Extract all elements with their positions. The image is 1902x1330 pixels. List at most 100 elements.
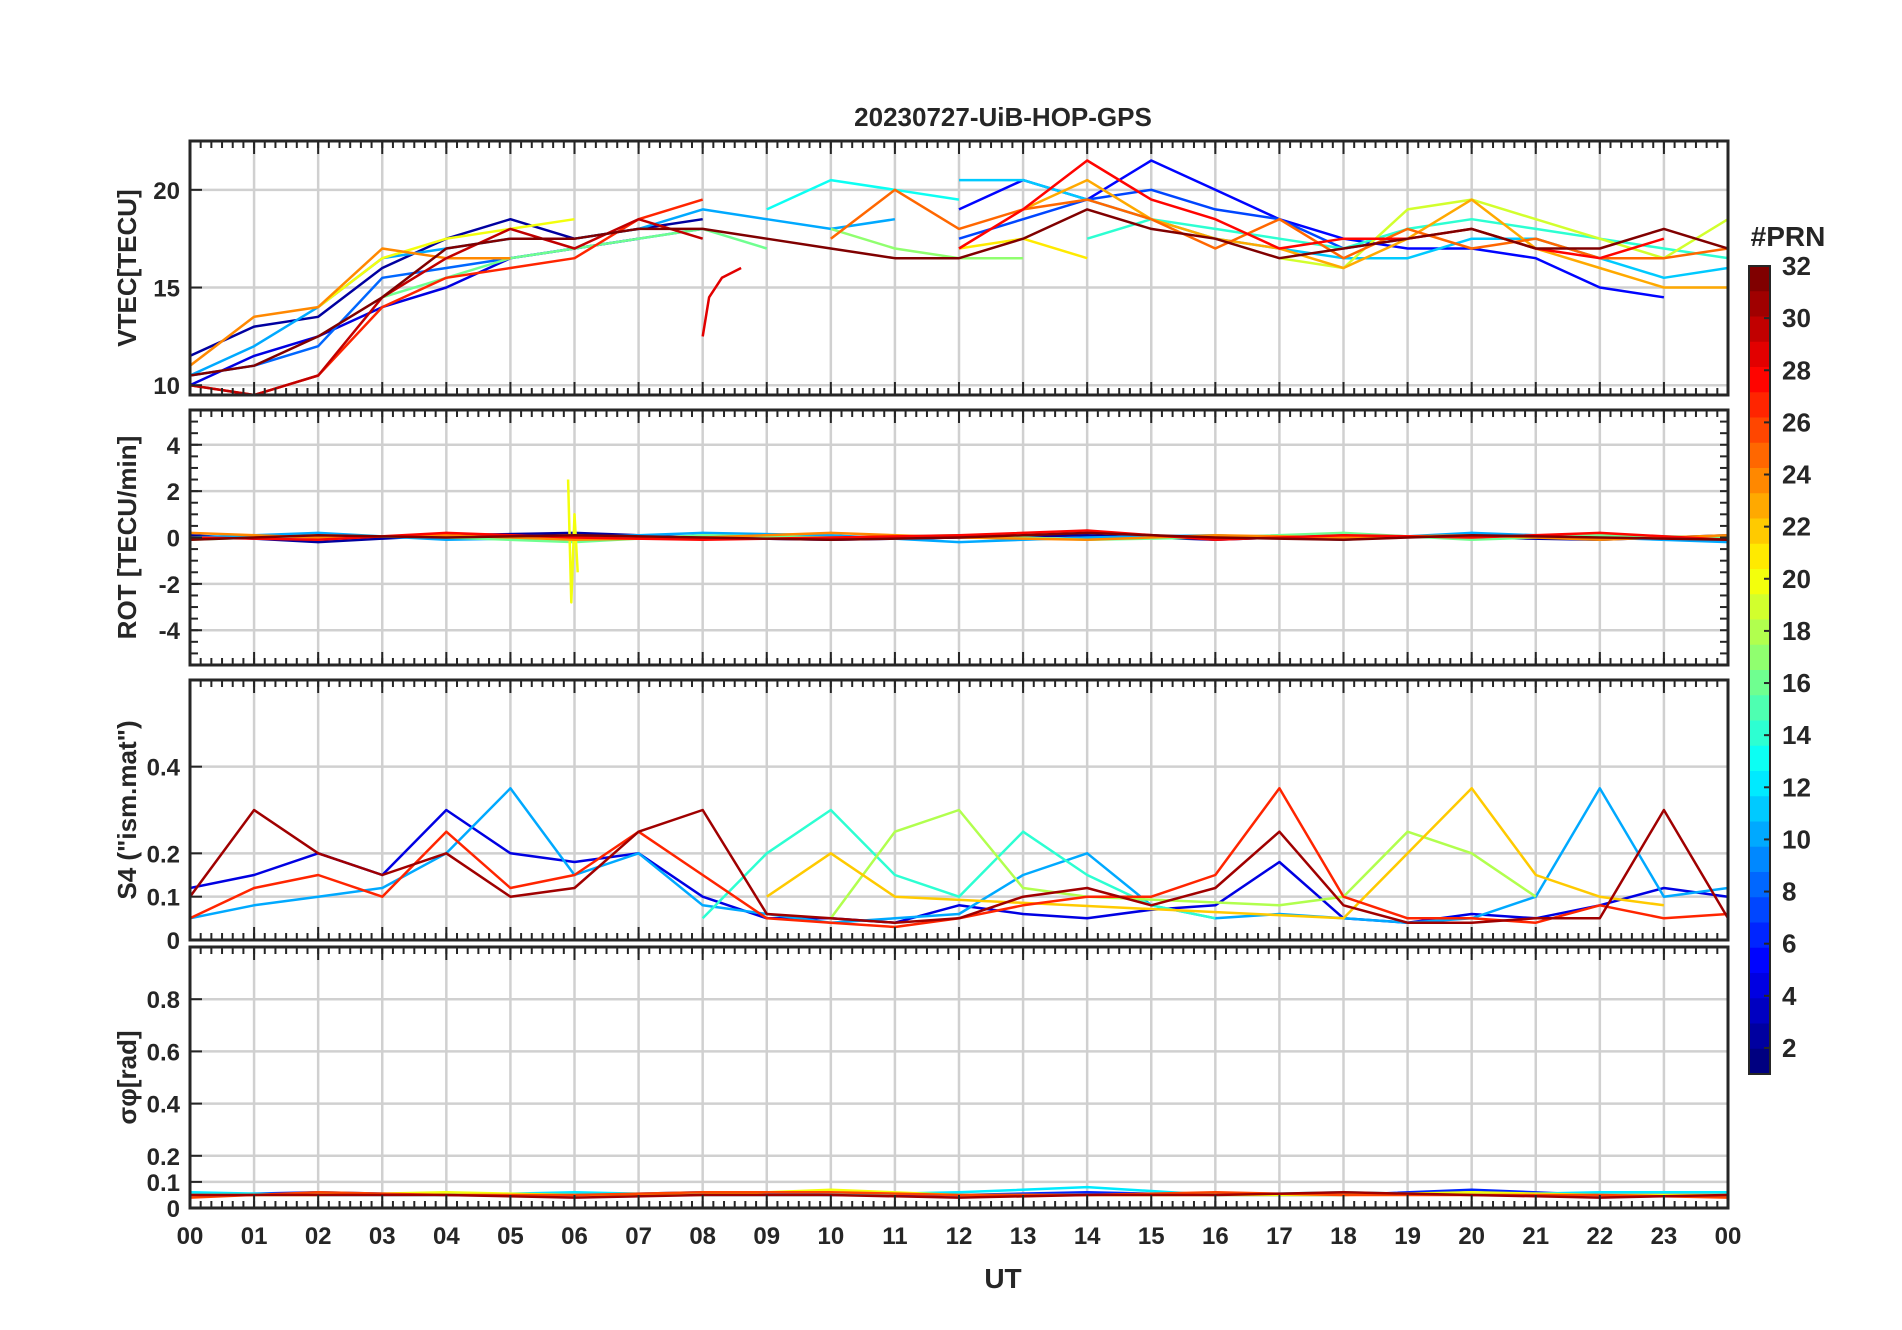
series-group [190, 479, 1728, 604]
series-line-prn-20 [317, 217, 575, 309]
y-tick-label: -2 [159, 572, 180, 599]
panel-1: 10 15 20 VTEC[TECU] [112, 139, 1730, 400]
colorbar-segment [1749, 291, 1770, 318]
series-line-prn-28 [958, 159, 1665, 260]
colorbar-segment [1749, 518, 1770, 545]
series-line-prn-10 [190, 531, 1728, 544]
colorbar-tick-label: 12 [1782, 772, 1811, 802]
x-tick-label: 13 [1010, 1223, 1037, 1250]
y-tick-label: 2 [167, 479, 180, 506]
x-tick-label: 23 [1651, 1223, 1678, 1250]
x-tick-label: 03 [369, 1223, 396, 1250]
colorbar-segment [1749, 367, 1770, 393]
colorbar-segment [1749, 922, 1770, 949]
colorbar-segment [1749, 973, 1770, 999]
x-tick-label: 15 [1138, 1223, 1165, 1250]
colorbar-segment [1749, 594, 1770, 621]
series-line-prn-25 [830, 188, 1728, 260]
colorbar-segment [1749, 695, 1770, 722]
x-tick-label: 02 [305, 1223, 332, 1250]
y-tick-label: 10 [153, 373, 180, 400]
colorbar-segment [1749, 821, 1770, 848]
y-axis-label: ROT [TECU/min] [112, 436, 142, 640]
colorbar-segment [1749, 998, 1770, 1025]
series-line-prn-22 [766, 787, 1665, 920]
x-tick-label: 01 [241, 1223, 268, 1250]
colorbar-tick-label: 26 [1782, 407, 1811, 437]
colorbar-segment [1749, 771, 1770, 797]
x-tick-label: 00 [177, 1223, 204, 1250]
series-line-prn-18 [829, 808, 1537, 920]
x-tick-label: 21 [1522, 1223, 1549, 1250]
panel-axes-box [188, 139, 1730, 397]
colorbar-segment [1749, 392, 1770, 419]
y-tick-label: 0.1 [147, 1170, 180, 1197]
x-tick-label: 17 [1266, 1223, 1293, 1250]
colorbar-segment [1749, 493, 1770, 520]
colorbar-tick-label: 14 [1782, 720, 1811, 750]
x-tick-label: 19 [1394, 1223, 1421, 1250]
colorbar-segment [1749, 1048, 1770, 1075]
colorbar-segment [1749, 341, 1770, 368]
colorbar-segment [1749, 846, 1770, 873]
x-tick-label: 04 [433, 1223, 460, 1250]
x-tick-label: 12 [946, 1223, 973, 1250]
x-tick-label: 07 [625, 1223, 652, 1250]
colorbar-segment [1749, 468, 1770, 494]
y-tick-label: 0.4 [147, 1092, 181, 1119]
colorbar-tick-label: 2 [1782, 1033, 1796, 1063]
x-tick-label: 22 [1586, 1223, 1613, 1250]
x-tick-label: 05 [497, 1223, 524, 1250]
colorbar-segment [1749, 316, 1770, 343]
panel-3: 0 0.1 0.2 0.4S4 ("ism.mat") [112, 678, 1730, 955]
colorbar-segment [1749, 543, 1770, 570]
series-line-prn-31 [190, 808, 1728, 924]
series-line-prn-32 [190, 208, 1728, 377]
series-line-prn-7 [958, 188, 1408, 250]
colorbar-segment [1749, 670, 1770, 696]
colorbar-segment [1749, 897, 1770, 924]
series-group [190, 159, 1728, 395]
x-tick-label: 14 [1074, 1223, 1101, 1250]
colorbar-segment [1749, 745, 1770, 772]
series-line-prn-28 [190, 529, 1728, 542]
colorbar-tick-label: 28 [1782, 355, 1811, 385]
panel-axes-box [188, 678, 1730, 942]
colorbar-segment [1749, 442, 1770, 469]
colorbar-tick-label: 10 [1782, 824, 1811, 854]
colorbar-title: #PRN [1751, 221, 1826, 252]
colorbar-segment [1749, 619, 1770, 646]
y-tick-label: 0.2 [147, 1144, 180, 1171]
y-tick-label: 0 [167, 928, 180, 955]
y-tick-label: 0.6 [147, 1039, 180, 1066]
colorbar-tick-label: 16 [1782, 668, 1811, 698]
colorbar-tick-label: 20 [1782, 564, 1811, 594]
y-axis-label: S4 ("ism.mat") [112, 720, 142, 899]
y-tick-label: 0.2 [147, 841, 180, 868]
colorbar-tick-label: 30 [1782, 303, 1811, 333]
colorbar-segment [1749, 569, 1770, 595]
y-axis-label: VTEC[TECU] [112, 189, 142, 346]
y-axis-label: σφ[rad] [112, 1030, 142, 1124]
x-tick-label: 20 [1458, 1223, 1485, 1250]
series-line-prn-19 [1279, 198, 1728, 270]
colorbar-segment [1749, 266, 1770, 292]
x-axis-label: UT [984, 1263, 1021, 1294]
panel-axes-box [188, 945, 1730, 1210]
colorbar-tick-label: 32 [1782, 251, 1811, 281]
colorbar-tick-label: 18 [1782, 616, 1811, 646]
colorbar-segment [1749, 720, 1770, 747]
y-tick-label: -4 [159, 618, 181, 645]
colorbar-frame [1748, 265, 1771, 1075]
series-line-prn-23 [1022, 178, 1728, 289]
colorbar-segment [1749, 644, 1770, 671]
colorbar-segment [1749, 796, 1770, 823]
panel-2: 4 2 0 -2 -4 ROT [TECU/min] [112, 408, 1730, 667]
y-tick-label: 0.4 [147, 755, 181, 782]
colorbar-segment [1749, 947, 1770, 974]
x-tick-label: 16 [1202, 1223, 1229, 1250]
series-line-prn-4 [190, 808, 1728, 924]
series-line-prn-14 [701, 808, 1216, 920]
